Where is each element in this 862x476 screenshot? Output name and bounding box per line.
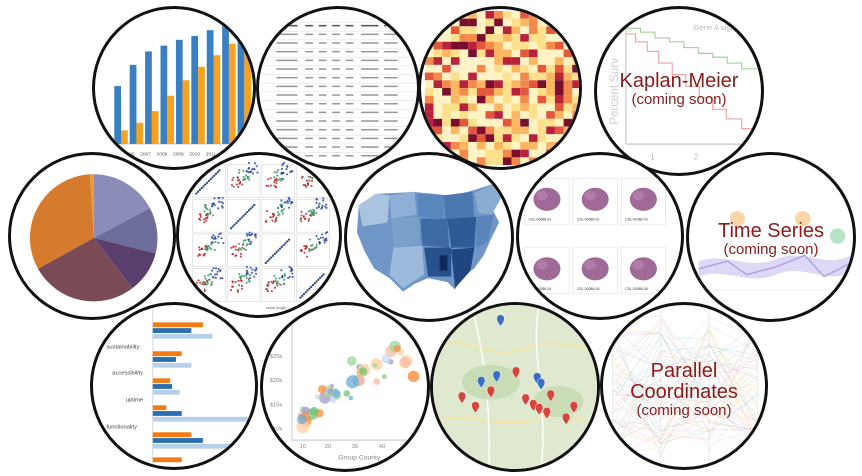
bar-orange [182,80,190,144]
pie-chart-image [29,174,158,302]
bar-chart-image: 2006 2007 2008 2009 2010 2011 2012 [112,18,252,157]
bubble-ytick-1: $30k [270,330,283,336]
time-series-subtitle: (coming soon) [723,241,819,258]
horizontal-bar-image: sustainability accessibility uptime func… [107,305,250,467]
scatter-matrix-thumbnail[interactable]: sepal width sepal length [176,152,342,318]
bar-blue [237,18,245,144]
pin-map-thumbnail[interactable] [430,302,600,472]
km-tick-2: 2 [693,151,698,161]
bar-orange [136,122,144,144]
bar-orange [151,111,159,144]
slide-label: CSL-00086-04 [529,287,552,291]
bubble-xtick-4: 40 [379,444,385,450]
bar-orange [213,55,221,144]
hbar-label-uptime: uptime [126,397,143,403]
scatter-matrix-label-1: sepal width [208,306,227,310]
bar-year-label: 2010 [189,151,200,157]
bar-orange [228,43,236,144]
bar-orange [198,66,205,144]
slide-label: CSL-00086-06 [625,287,648,291]
bar-blue [222,24,229,144]
time-series-title: Time Series [718,220,824,242]
parallel-coordinates-thumbnail[interactable]: Parallel Coordinates (coming soon) [600,302,768,470]
bar-year-label: 2008 [157,151,168,157]
slide-label: CSL-00086-02 [577,218,600,222]
bubble-xtick-1: 10 [300,444,306,450]
pin-map-image [433,305,597,469]
bubble-xtick-3: 30 [352,444,358,450]
bubble-xlabel: Group County [338,454,381,461]
bar-year-label: 2006 [124,151,135,157]
slide-label: CSL-00086-03 [625,218,648,222]
scatter-matrix-image: sepal width sepal length [192,161,330,310]
horizontal-bar-thumbnail[interactable]: sustainability accessibility uptime func… [90,302,258,470]
bubble-chart-thumbnail[interactable]: $30k $25k $20k $15k $10k 10 20 30 40 Gro… [260,302,430,472]
us-map-image [356,183,502,293]
table-image [259,22,417,157]
bar-year-label: 2011 [206,151,217,157]
parallel-coordinates-background [612,310,758,462]
km-legend-text: Gene A signat [693,23,742,32]
kaplan-meier-thumbnail[interactable]: Gene A signat Percent Surv 1 2 Yea Kapla… [594,6,764,176]
bar-orange [121,130,128,144]
bar-blue [191,35,199,144]
bubble-ytick-4: $15k [270,402,283,408]
parallel-coordinates-title-line1: Parallel [650,360,718,382]
bubble-ytick-3: $20k [270,378,283,384]
bubble-chart-image: $30k $25k $20k $15k $10k 10 20 30 40 Gro… [270,314,424,461]
slide-label: CSL-00086-01 [529,218,552,222]
bubble-ytick-5: $10k [270,426,283,432]
bar-blue [206,30,214,144]
choropleth-map-thumbnail[interactable] [344,152,514,322]
scatter-matrix-label-2: sepal length [266,306,287,310]
time-series-background [698,210,852,291]
bubble-xtick-2: 20 [325,444,331,450]
bubble-ytick-2: $25k [270,354,283,360]
slide-label: CSL-00086-05 [577,287,600,291]
km-tick-1: 1 [650,151,655,161]
bar-orange [167,95,174,144]
bar-year-label: 2009 [173,151,184,157]
bar-blue [160,45,168,144]
heatmap-image [424,10,579,166]
bar-year-label: 2007 [140,151,151,157]
bar-orange [244,32,252,144]
hbar-label-sustainability: sustainability [107,344,140,350]
kaplan-meier-title: Kaplan-Meier [619,70,739,92]
pie-chart-thumbnail[interactable] [8,152,176,320]
table-thumbnail[interactable] [256,6,420,170]
hbar-label-functionality: functionality [107,424,138,430]
bar-blue [114,86,122,144]
parallel-coordinates-title-line2: Coordinates [630,381,738,403]
time-series-thumbnail[interactable]: Time Series (coming soon) [686,152,856,322]
km-axis-label: Percent Surv [609,58,621,125]
tissue-slides-image: CSL-00086-01 CSL-00086-02 CSL-00086-03 CSL-… [524,177,666,295]
slide-gallery-thumbnail[interactable]: CSL-00086-01 CSL-00086-02 CSL-00086-03 CSL-… [516,152,684,320]
hbar-label-accessibility: accessibility [112,370,143,376]
bar-year-label: 2012 [222,151,233,157]
heatmap-thumbnail[interactable] [418,6,582,170]
bar-blue [129,64,137,144]
bar-chart-thumbnail[interactable]: 2006 2007 2008 2009 2010 2011 2012 [92,6,256,170]
bar-blue [175,39,183,144]
parallel-coordinates-subtitle: (coming soon) [636,402,732,419]
bar-blue [145,51,152,144]
kaplan-meier-subtitle: (coming soon) [631,91,727,108]
